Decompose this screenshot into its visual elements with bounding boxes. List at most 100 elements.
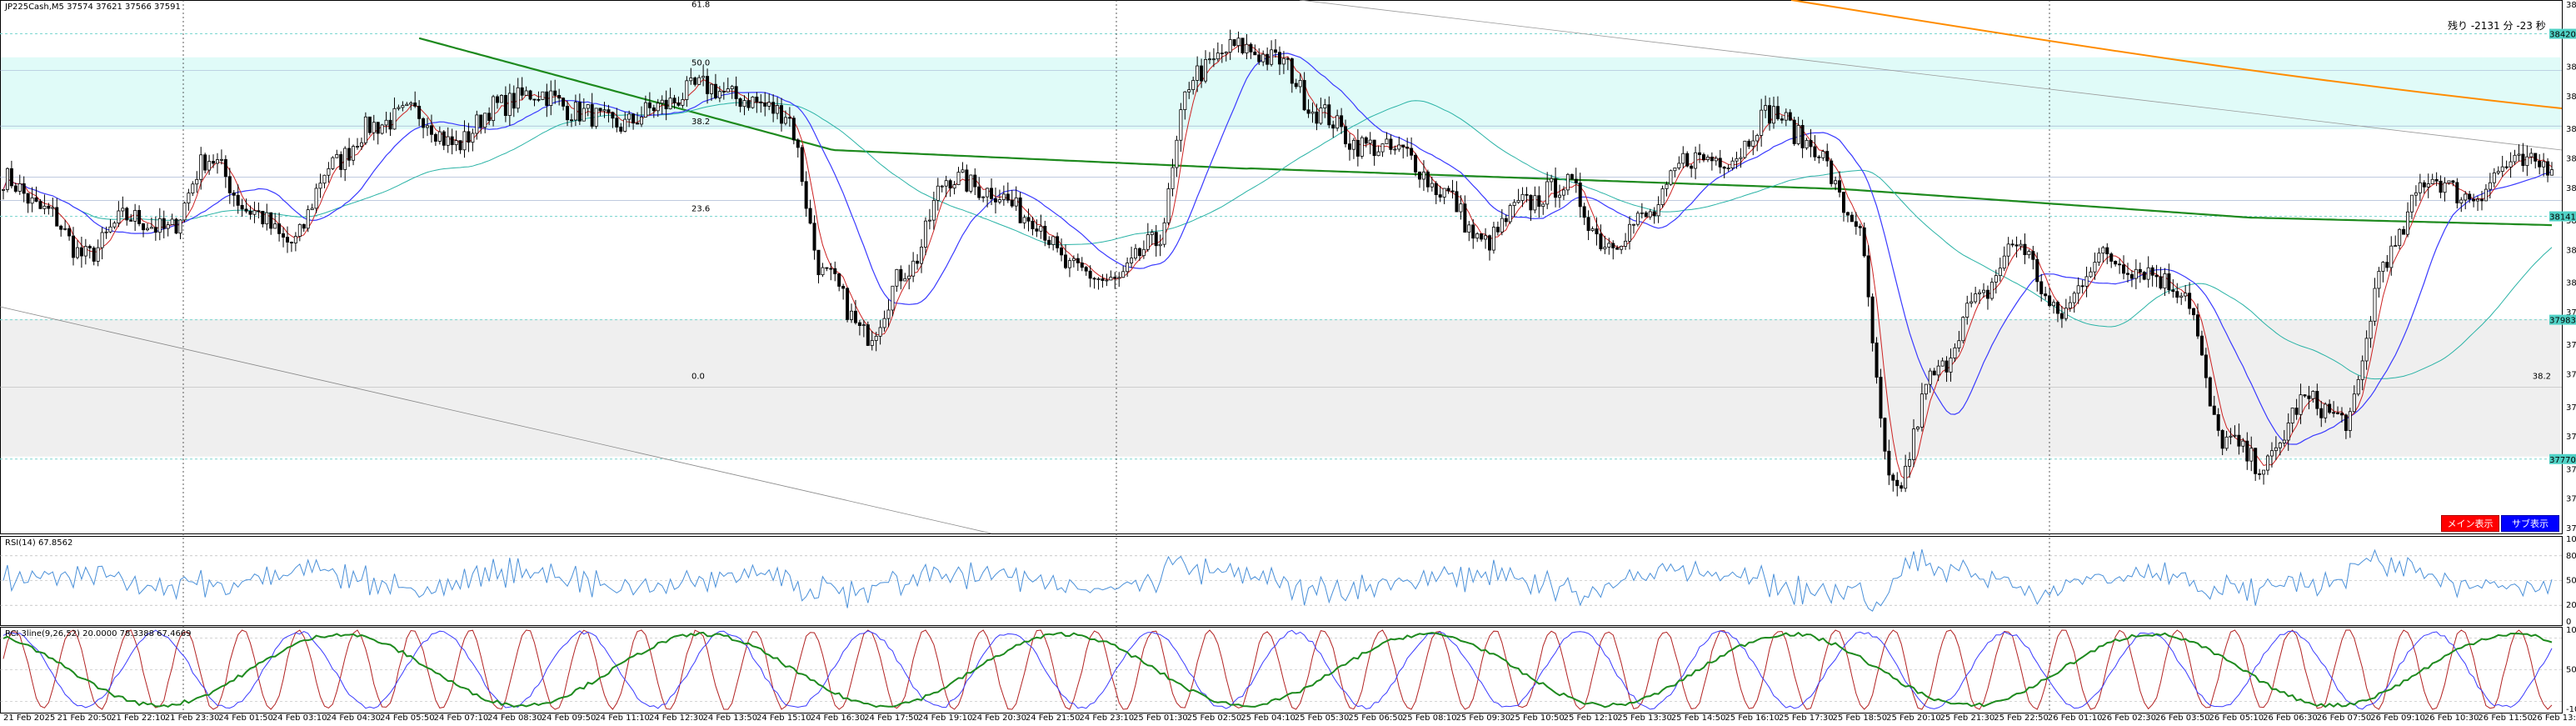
candle-body — [92, 248, 96, 262]
candle-body — [212, 161, 216, 164]
candle-body — [2426, 183, 2430, 188]
candle-body — [442, 131, 446, 146]
candle-body — [927, 219, 931, 222]
candle-body — [2055, 302, 2059, 314]
candle-body — [1026, 217, 1031, 222]
candle-body — [2179, 295, 2184, 298]
candle-body — [2249, 448, 2254, 462]
candle-body — [352, 146, 356, 161]
candle-body — [1010, 199, 1014, 207]
symbol-header: JP225Cash,M5 37574 37621 37566 37591 — [5, 3, 181, 12]
candle-body — [492, 96, 496, 122]
candle-body — [2389, 245, 2394, 268]
candle-body — [1417, 171, 1421, 180]
candle-body — [1788, 112, 1792, 121]
main-display-button[interactable]: メイン表示 — [2441, 515, 2499, 532]
ma-mid-line — [2, 53, 2553, 445]
candle-body — [108, 226, 112, 233]
candle-body — [2484, 188, 2488, 202]
candle-body — [293, 236, 297, 243]
candle-body — [1969, 301, 1974, 304]
time-axis-label: 25 Feb 08:10 — [1402, 713, 1457, 723]
candle-body — [537, 98, 541, 101]
candle-body — [1360, 137, 1364, 157]
candle-body — [285, 237, 289, 243]
candle-body — [709, 83, 713, 94]
candle-body — [1080, 263, 1084, 268]
candle-body — [2208, 377, 2212, 407]
candle-body — [837, 273, 841, 287]
candle-body — [2509, 161, 2513, 168]
candle-body — [977, 186, 981, 198]
candle-body — [1480, 233, 1484, 240]
candle-body — [1130, 258, 1134, 263]
candle-body — [1660, 188, 1665, 205]
candle-body — [496, 96, 500, 103]
candle-body — [990, 188, 994, 199]
sub-display-button[interactable]: サブ表示 — [2501, 515, 2559, 532]
candle-body — [2414, 192, 2418, 196]
candle-body — [1578, 183, 1582, 208]
candle-body — [590, 104, 594, 127]
candle-body — [1137, 248, 1141, 257]
candle-body — [1183, 91, 1187, 110]
candle-body — [2039, 281, 2044, 294]
candle-body — [1751, 140, 1755, 147]
candle-body — [1001, 193, 1006, 200]
candle-body — [174, 218, 178, 234]
candle-body — [1805, 139, 1809, 148]
rci-long-line — [2, 631, 2553, 708]
candle-body — [1434, 183, 1438, 196]
candle-body — [660, 99, 664, 104]
candle-body — [2245, 440, 2249, 462]
time-axis-label: 25 Feb 21:30 — [1940, 713, 1995, 723]
candle-body — [182, 203, 187, 221]
candle-body — [997, 199, 1001, 203]
candle-body — [2373, 288, 2377, 322]
candle-body — [297, 223, 302, 237]
candle-body — [1628, 223, 1632, 242]
candle-body — [821, 267, 825, 276]
candle-body — [1965, 303, 1969, 318]
candle-body — [2006, 243, 2010, 257]
candle-body — [1743, 140, 1747, 158]
fib-label: 50.0 — [691, 59, 710, 68]
candle-body — [1928, 370, 1932, 385]
candle-body — [2216, 413, 2220, 431]
candle-body — [2525, 156, 2529, 167]
candle-body — [2262, 469, 2266, 475]
candle-body — [1220, 53, 1224, 55]
candle-body — [2492, 173, 2496, 183]
candle-body — [611, 112, 615, 119]
candle-body — [1347, 143, 1351, 150]
time-axis-label: 24 Feb 17:50 — [864, 713, 919, 723]
time-axis-label: 25 Feb 14:50 — [1671, 713, 1726, 723]
candle-body — [269, 212, 273, 229]
candle-body — [1615, 248, 1620, 250]
time-axis-label: 24 Feb 15:10 — [756, 713, 811, 723]
candle-body — [771, 102, 776, 114]
price-axis-label: 37899 — [2566, 371, 2576, 380]
candle-body — [100, 232, 104, 248]
candle-body — [145, 228, 149, 231]
candle-body — [2274, 447, 2278, 452]
candle-body — [553, 90, 557, 96]
price-axis-label: 38324 — [2566, 93, 2576, 102]
candle-body — [2294, 408, 2299, 415]
candle-body — [2385, 262, 2389, 268]
candle-body — [1895, 479, 1900, 487]
candle-body — [2212, 405, 2216, 415]
candle-body — [2154, 274, 2159, 278]
candle-body — [2364, 338, 2369, 362]
candle-body — [2464, 193, 2468, 201]
candle-body — [1825, 151, 1830, 162]
candle-body — [734, 86, 738, 99]
time-axis-label: 25 Feb 09:30 — [1456, 713, 1511, 723]
candle-body — [409, 103, 413, 105]
candle-body — [895, 268, 899, 287]
candle-body — [2171, 289, 2175, 293]
candle-body — [2204, 354, 2208, 378]
candle-body — [1760, 109, 1764, 136]
